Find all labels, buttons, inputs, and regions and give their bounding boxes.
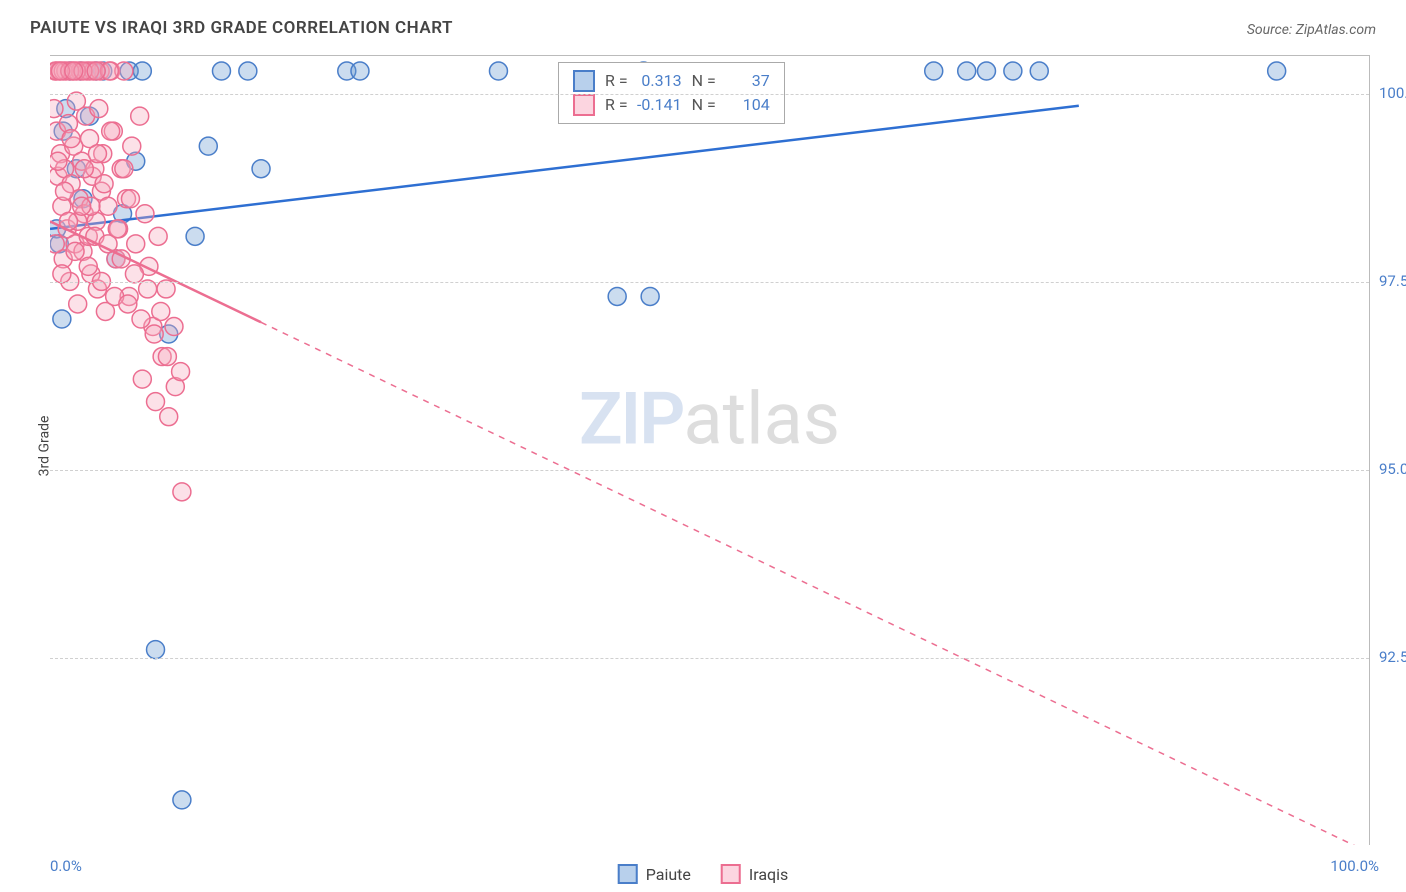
swatch-iraqis [573, 94, 595, 116]
r-value-iraqis: -0.141 [634, 93, 682, 117]
data-point [351, 62, 369, 80]
data-point [147, 641, 165, 659]
data-point [75, 160, 93, 178]
data-point [252, 160, 270, 178]
data-point [90, 100, 108, 118]
data-point [131, 107, 149, 125]
data-point [50, 152, 67, 170]
gridline [50, 658, 1369, 659]
legend-swatch [721, 864, 741, 884]
data-point [489, 62, 507, 80]
data-point [88, 145, 106, 163]
x-tick-right: 100.0% [1330, 857, 1379, 875]
data-point [50, 100, 63, 118]
data-point [121, 190, 139, 208]
chart-title: PAIUTE VS IRAQI 3RD GRADE CORRELATION CH… [30, 18, 453, 38]
source-label: Source: ZipAtlas.com [1247, 22, 1376, 38]
data-point [87, 62, 105, 80]
data-point [127, 235, 145, 253]
n-label: N = [692, 93, 716, 117]
r-value-paiute: 0.313 [634, 69, 682, 93]
n-value-iraqis: 104 [722, 93, 770, 117]
r-label: R = [605, 93, 628, 117]
data-point [147, 393, 165, 411]
data-point [152, 302, 170, 320]
data-point [239, 62, 257, 80]
y-tick-label: 97.5% [1379, 272, 1406, 290]
legend-item: Paiute [618, 864, 691, 884]
legend-label: Paiute [646, 865, 691, 884]
data-point [56, 182, 74, 200]
data-point [977, 62, 995, 80]
r-label: R = [605, 69, 628, 93]
y-tick-label: 95.0% [1379, 460, 1406, 478]
data-point [95, 175, 113, 193]
n-label: N = [692, 69, 716, 93]
scatter-plot [50, 56, 1369, 845]
data-point [53, 310, 71, 328]
data-point [199, 137, 217, 155]
y-tick-label: 92.5% [1379, 648, 1406, 666]
data-point [145, 325, 163, 343]
data-point [73, 197, 91, 215]
data-point [173, 483, 191, 501]
data-point [53, 265, 71, 283]
data-point [123, 137, 141, 155]
stats-row-iraqis: R = -0.141 N = 104 [573, 93, 770, 117]
trend-line-dashed [261, 322, 1369, 845]
data-point [125, 265, 143, 283]
data-point [212, 62, 230, 80]
legend-swatch [618, 864, 638, 884]
swatch-paiute [573, 70, 595, 92]
data-point [132, 310, 150, 328]
gridline [50, 94, 1369, 95]
data-point [158, 348, 176, 366]
gridline [50, 470, 1369, 471]
legend-label: Iraqis [749, 865, 788, 884]
data-point [133, 62, 151, 80]
data-point [173, 791, 191, 809]
data-point [165, 318, 183, 336]
x-tick-left: 0.0% [50, 857, 82, 875]
data-point [958, 62, 976, 80]
trend-line-solid [50, 106, 1079, 229]
data-point [172, 363, 190, 381]
data-point [149, 227, 167, 245]
y-tick-label: 100.0% [1379, 84, 1406, 102]
data-point [50, 235, 64, 253]
gridline [50, 282, 1369, 283]
data-point [160, 408, 178, 426]
data-point [119, 295, 137, 313]
data-point [115, 160, 133, 178]
data-point [1268, 62, 1286, 80]
data-point [1030, 62, 1048, 80]
data-point [925, 62, 943, 80]
data-point [186, 227, 204, 245]
n-value-paiute: 37 [722, 69, 770, 93]
chart-area: ZIPatlas R = 0.313 N = 37 R = -0.141 N =… [50, 55, 1370, 845]
data-point [136, 205, 154, 223]
data-point [608, 287, 626, 305]
legend-item: Iraqis [721, 864, 788, 884]
stats-row-paiute: R = 0.313 N = 37 [573, 69, 770, 93]
data-point [66, 242, 84, 260]
data-point [102, 122, 120, 140]
data-point [65, 62, 83, 80]
data-point [133, 370, 151, 388]
bottom-legend: Paiute Iraqis [618, 864, 789, 884]
data-point [62, 130, 80, 148]
data-point [1004, 62, 1022, 80]
data-point [69, 295, 87, 313]
data-point [79, 257, 97, 275]
data-point [99, 197, 117, 215]
data-point [641, 287, 659, 305]
